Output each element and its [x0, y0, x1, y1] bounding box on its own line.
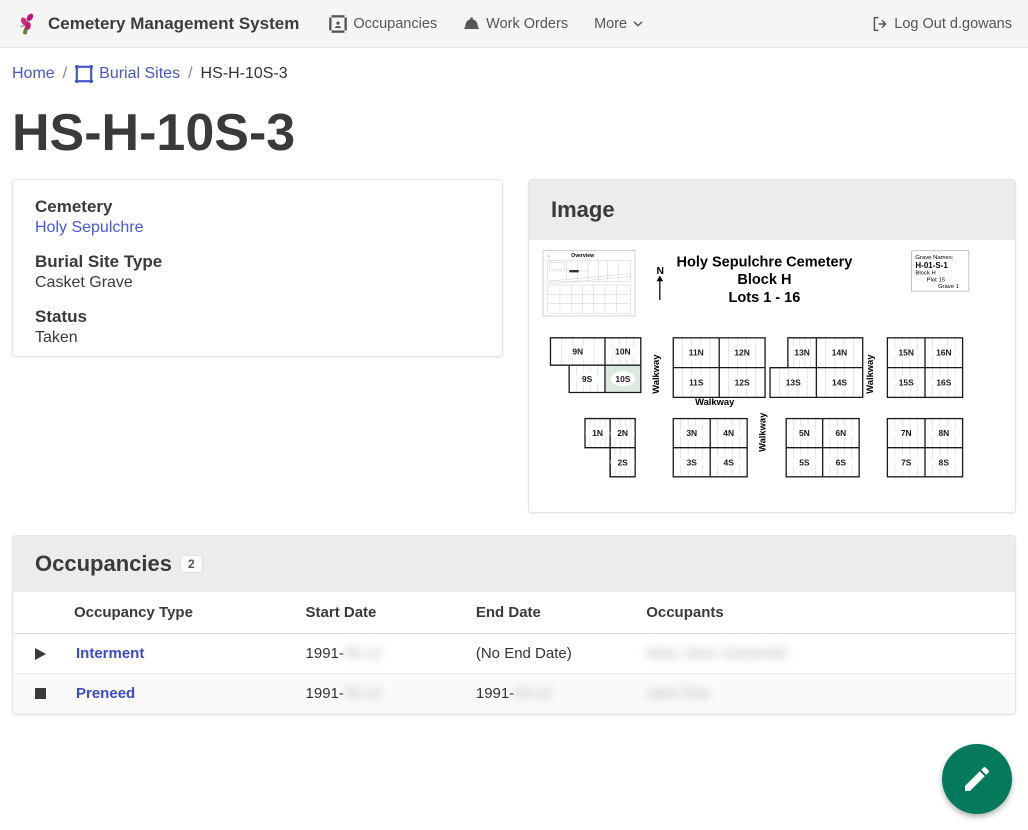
svg-text:Walkway: Walkway — [695, 397, 735, 407]
svg-text:Walkway: Walkway — [757, 412, 767, 452]
svg-text:12N: 12N — [734, 348, 749, 358]
svg-text:13N: 13N — [794, 348, 809, 358]
svg-text:Block H: Block H — [915, 271, 935, 277]
svg-text:10N: 10N — [615, 347, 630, 357]
svg-text:16S: 16S — [936, 378, 951, 388]
svg-text:9S: 9S — [582, 374, 593, 384]
svg-text:Overview: Overview — [571, 253, 595, 259]
svg-text:14N: 14N — [832, 348, 847, 358]
svg-text:Block H: Block H — [737, 272, 791, 288]
svg-text:15N: 15N — [898, 348, 913, 358]
svg-text:11N: 11N — [689, 348, 704, 358]
svg-text:11S: 11S — [689, 378, 704, 388]
svg-text:5S: 5S — [799, 457, 810, 467]
svg-text:6N: 6N — [835, 428, 846, 438]
svg-text:13S: 13S — [786, 378, 801, 388]
svg-text:2S: 2S — [617, 457, 628, 467]
svg-text:8S: 8S — [939, 457, 950, 467]
svg-text:7N: 7N — [901, 428, 912, 438]
svg-text:8N: 8N — [938, 428, 949, 438]
svg-text:9N: 9N — [572, 347, 583, 357]
svg-text:Grave 1: Grave 1 — [938, 284, 959, 290]
svg-text:↓: ↓ — [548, 253, 550, 258]
svg-text:4N: 4N — [723, 428, 734, 438]
svg-text:15S: 15S — [899, 378, 914, 388]
svg-text:7S: 7S — [901, 457, 912, 467]
svg-text:Walkway: Walkway — [651, 354, 661, 394]
svg-text:3S: 3S — [687, 457, 698, 467]
svg-text:N: N — [657, 266, 664, 277]
svg-text:Plot 15: Plot 15 — [927, 277, 946, 283]
svg-text:Lots 1 - 16: Lots 1 - 16 — [729, 290, 801, 306]
svg-text:4S: 4S — [724, 457, 735, 467]
svg-text:14S: 14S — [832, 378, 847, 388]
svg-text:Walkway: Walkway — [865, 354, 875, 394]
svg-text:2N: 2N — [617, 428, 628, 438]
svg-text:10S: 10S — [615, 374, 630, 384]
svg-text:1N: 1N — [592, 428, 603, 438]
svg-text:3N: 3N — [686, 428, 697, 438]
svg-text:Holy Sepulchre Cemetery: Holy Sepulchre Cemetery — [676, 254, 852, 270]
svg-text:H-01-S-1: H-01-S-1 — [915, 261, 948, 270]
svg-text:12S: 12S — [735, 378, 750, 388]
svg-text:16N: 16N — [936, 348, 951, 358]
svg-text:Grave Names:: Grave Names: — [915, 255, 953, 261]
svg-text:6S: 6S — [836, 457, 847, 467]
svg-text:5N: 5N — [799, 428, 810, 438]
